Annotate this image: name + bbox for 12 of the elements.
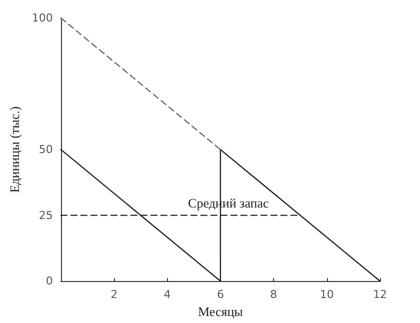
y-tick-label: 50 bbox=[38, 143, 53, 156]
y-tick-label: 0 bbox=[46, 274, 53, 288]
x-axis-title: Месяцы bbox=[198, 304, 244, 319]
x-tick-label: 10 bbox=[320, 288, 334, 302]
y-tick-label: 25 bbox=[38, 208, 53, 222]
x-tick-label: 8 bbox=[270, 288, 278, 302]
y-tick-label: 100 bbox=[32, 12, 53, 24]
x-tick-label: 12 bbox=[373, 288, 387, 302]
x-tick-label: 2 bbox=[110, 288, 118, 302]
x-tick-label: 6 bbox=[216, 288, 224, 302]
y-axis-title: Единицы (тыс.) bbox=[7, 106, 22, 193]
x-tick-label: 4 bbox=[164, 288, 171, 302]
